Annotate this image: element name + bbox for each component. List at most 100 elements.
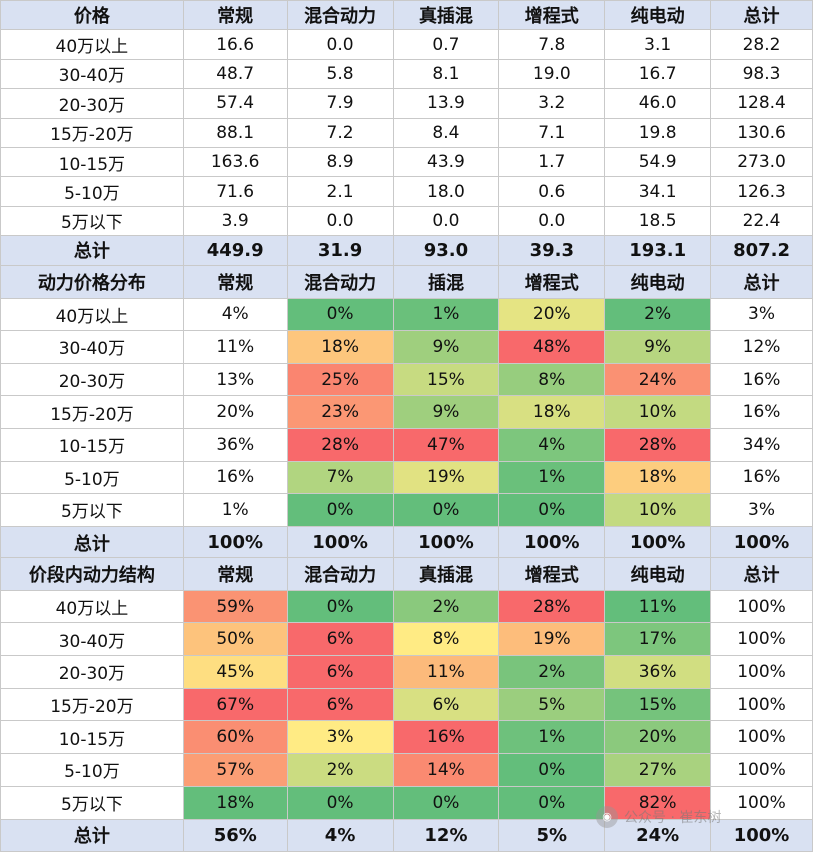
distribution-cell: 25% — [286, 362, 394, 397]
distribution-column-header: 纯电动 — [604, 265, 712, 299]
structure-row: 15万-20万 67% 6% 6% 5% 15% 100% — [0, 687, 813, 722]
sales-cell: 3.1 — [604, 29, 712, 60]
sales-cell: 7.9 — [286, 88, 394, 119]
structure-column-header: 纯电动 — [604, 557, 712, 591]
sales-cell: 5.8 — [286, 58, 394, 90]
distribution-cell: 0% — [498, 493, 606, 527]
sales-cell: 54.9 — [604, 146, 712, 178]
distribution-cell: 9% — [392, 395, 500, 429]
structure-cell: 0% — [286, 785, 394, 820]
structure-row-label: 15万-20万 — [0, 687, 184, 722]
structure-row-label: 5万以下 — [0, 785, 184, 820]
structure-cell: 3% — [286, 720, 394, 755]
sales-total-cell: 39.3 — [498, 235, 606, 266]
structure-total-label: 总计 — [0, 818, 184, 852]
distribution-cell: 0% — [286, 297, 394, 332]
structure-row-label: 20-30万 — [0, 655, 184, 689]
structure-cell: 36% — [604, 655, 712, 689]
structure-cell: 11% — [392, 655, 500, 689]
structure-cell: 2% — [286, 753, 394, 787]
sales-cell: 0.0 — [286, 29, 394, 60]
structure-cell: 15% — [604, 687, 712, 722]
distribution-cell: 47% — [392, 427, 500, 462]
structure-row: 20-30万 45% 6% 11% 2% 36% 100% — [0, 655, 813, 689]
distribution-cell: 9% — [604, 330, 712, 364]
structure-cell: 100% — [710, 785, 813, 820]
distribution-cell: 3% — [710, 297, 813, 332]
sales-cell: 16.7 — [604, 58, 712, 90]
sales-header-row: 价格 常规 混合动力 真插混 增程式 纯电动 总计 — [0, 0, 813, 31]
structure-cell: 6% — [286, 655, 394, 689]
sales-row: 20-30万 57.4 7.9 13.9 3.2 46.0 128.4 — [0, 88, 813, 119]
structure-row: 5万以下 18% 0% 0% 0% 82% 100% — [0, 785, 813, 820]
structure-cell: 6% — [286, 622, 394, 657]
sales-cell: 43.9 — [392, 146, 500, 178]
structure-cell: 2% — [392, 589, 500, 624]
distribution-total-cell: 100% — [286, 525, 394, 560]
distribution-column-header: 总计 — [710, 265, 813, 299]
structure-row: 10-15万 60% 3% 16% 1% 20% 100% — [0, 720, 813, 755]
sales-row: 10-15万 163.6 8.9 43.9 1.7 54.9 273.0 — [0, 146, 813, 178]
sales-cell: 48.7 — [182, 58, 288, 90]
distribution-cell: 16% — [710, 362, 813, 397]
sales-cell: 46.0 — [604, 88, 712, 119]
sales-cell: 28.2 — [710, 29, 813, 60]
sales-row-label: 5万以下 — [0, 205, 184, 237]
distribution-cell: 2% — [604, 297, 712, 332]
distribution-cell: 4% — [182, 297, 288, 332]
sales-corner-header: 价格 — [0, 0, 184, 31]
distribution-row-label: 5万以下 — [0, 493, 184, 527]
distribution-cell: 8% — [498, 362, 606, 397]
sales-column-header: 总计 — [710, 0, 813, 31]
distribution-row: 20-30万 13% 25% 15% 8% 24% 16% — [0, 362, 813, 397]
distribution-row-label: 5-10万 — [0, 460, 184, 495]
distribution-header-row: 动力价格分布 常规 混合动力 插混 增程式 纯电动 总计 — [0, 265, 813, 299]
structure-cell: 100% — [710, 589, 813, 624]
distribution-cell: 18% — [604, 460, 712, 495]
distribution-row-label: 20-30万 — [0, 362, 184, 397]
distribution-column-header: 常规 — [182, 265, 288, 299]
structure-cell: 50% — [182, 622, 288, 657]
sales-cell: 8.4 — [392, 117, 500, 148]
sales-column-header: 混合动力 — [286, 0, 394, 31]
sales-cell: 8.9 — [286, 146, 394, 178]
sales-cell: 13.9 — [392, 88, 500, 119]
price-band-power-structure-table: 价段内动力结构 常规 混合动力 真插混 增程式 纯电动 总计 40万以上 59% 0% 2% 28% 1… — [0, 557, 813, 852]
distribution-cell: 1% — [182, 493, 288, 527]
sales-cell: 18.0 — [392, 176, 500, 207]
sales-row-label: 40万以上 — [0, 29, 184, 60]
structure-header-row: 价段内动力结构 常规 混合动力 真插混 增程式 纯电动 总计 — [0, 557, 813, 591]
structure-total-row: 总计 56% 4% 12% 5% 24% 100% — [0, 818, 813, 852]
structure-row: 40万以上 59% 0% 2% 28% 11% 100% — [0, 589, 813, 624]
distribution-row: 30-40万 11% 18% 9% 48% 9% 12% — [0, 330, 813, 364]
sales-total-cell: 193.1 — [604, 235, 712, 266]
distribution-column-header: 增程式 — [498, 265, 606, 299]
structure-column-header: 真插混 — [392, 557, 500, 591]
structure-cell: 17% — [604, 622, 712, 657]
sales-cell: 7.2 — [286, 117, 394, 148]
structure-column-header: 增程式 — [498, 557, 606, 591]
distribution-cell: 16% — [710, 460, 813, 495]
sales-row-label: 30-40万 — [0, 58, 184, 90]
distribution-cell: 19% — [392, 460, 500, 495]
structure-column-header: 混合动力 — [286, 557, 394, 591]
structure-cell: 8% — [392, 622, 500, 657]
distribution-cell: 28% — [286, 427, 394, 462]
sales-column-header: 真插混 — [392, 0, 500, 31]
structure-cell: 45% — [182, 655, 288, 689]
sales-cell: 19.8 — [604, 117, 712, 148]
distribution-cell: 1% — [392, 297, 500, 332]
structure-total-cell: 56% — [182, 818, 288, 852]
distribution-cell: 34% — [710, 427, 813, 462]
sales-volume-table: 价格 常规 混合动力 真插混 增程式 纯电动 总计 40万以上 16.6 0.0 0.7 7.8 3.1… — [0, 0, 813, 266]
distribution-column-header: 插混 — [392, 265, 500, 299]
sales-cell: 7.1 — [498, 117, 606, 148]
distribution-row-label: 10-15万 — [0, 427, 184, 462]
distribution-total-label: 总计 — [0, 525, 184, 560]
sales-cell: 3.2 — [498, 88, 606, 119]
sales-column-header: 常规 — [182, 0, 288, 31]
distribution-cell: 9% — [392, 330, 500, 364]
distribution-row: 40万以上 4% 0% 1% 20% 2% 3% — [0, 297, 813, 332]
distribution-cell: 16% — [710, 395, 813, 429]
sales-cell: 2.1 — [286, 176, 394, 207]
